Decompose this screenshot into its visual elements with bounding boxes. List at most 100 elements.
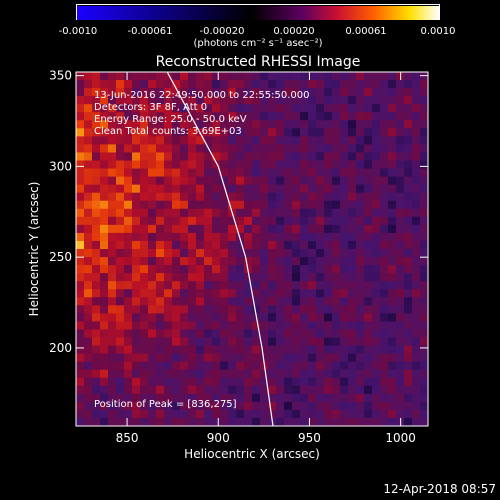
heatmap-cell [324,353,333,363]
heatmap-cell [404,208,413,218]
heatmap-cell [180,160,189,169]
heatmap-cell [140,208,149,218]
solar-limb-curve [166,71,274,427]
heatmap-cell [228,377,237,387]
heatmap-cell [260,112,269,121]
heatmap-cell [420,240,429,250]
heatmap-cell [276,96,285,105]
heatmap-cell [180,240,189,250]
heatmap-cell [372,369,381,379]
heatmap-cell [124,393,133,403]
heatmap-cell [404,281,413,290]
heatmap-cell [92,104,101,113]
heatmap-cell [348,385,357,395]
heatmap-cell [244,88,253,97]
heatmap-cell [300,192,309,202]
heatmap-cell [332,240,341,250]
heatmap-cell [76,144,85,153]
heatmap-cell [100,369,109,379]
heatmap-cell [204,112,213,121]
heatmap-cell [228,369,237,379]
heatmap-cell [284,313,293,322]
heatmap-cell [396,112,405,121]
heatmap-cell [204,96,213,105]
heatmap-cell [140,289,149,298]
heatmap-cell [188,417,197,427]
heatmap-cell [324,128,333,137]
heatmap-cell [92,313,101,322]
heatmap-cell [180,321,189,330]
heatmap-cell [156,120,165,129]
heatmap-cell [332,184,341,194]
heatmap-cell [396,128,405,137]
heatmap-cell [212,345,221,354]
heatmap-cell [284,393,293,403]
heatmap-cell [156,321,165,330]
heatmap-cell [196,257,205,266]
heatmap-cell [332,192,341,202]
heatmap-cell [412,377,421,387]
heatmap-cell [140,265,149,274]
heatmap-cell [324,216,333,226]
heatmap-cell [316,289,325,298]
heatmap-cell [148,289,157,298]
heatmap-cell [220,160,229,169]
heatmap-cell [228,257,237,266]
heatmap-cell [100,80,109,89]
heatmap-cell [236,128,245,137]
heatmap-cell [204,72,213,81]
heatmap-cell [356,393,365,403]
heatmap-cell [348,200,357,210]
heatmap-cell [148,152,157,161]
heatmap-cell [172,136,181,145]
heatmap-cell [196,377,205,387]
heatmap-cell [164,232,173,242]
heatmap-cell [164,249,173,258]
heatmap-cell [252,289,261,298]
heatmap-cell [348,224,357,234]
heatmap-cell [356,281,365,290]
heatmap-cell [76,321,85,330]
heatmap-cell [132,393,141,403]
heatmap-cell [156,168,165,177]
heatmap-cell [212,88,221,97]
heatmap-cell [380,208,389,218]
heatmap-cell [260,136,269,145]
heatmap-cell [268,200,277,210]
heatmap-cell [196,224,205,234]
heatmap-cell [404,337,413,346]
heatmap-cell [116,313,125,322]
heatmap-cell [124,240,133,250]
heatmap-cell [108,353,117,363]
heatmap-cell [356,289,365,298]
heatmap-cell [316,313,325,322]
heatmap-cell [124,297,133,306]
heatmap-cell [244,257,253,266]
heatmap-cell [228,216,237,226]
heatmap-cell [108,216,117,226]
heatmap-cell [404,72,413,81]
heatmap-cell [332,128,341,137]
heatmap-cell [324,104,333,113]
heatmap-cell [100,417,109,427]
heatmap-cell [220,385,229,395]
heatmap-cell [372,80,381,89]
heatmap-cell [132,257,141,266]
heatmap-cell [276,385,285,395]
heatmap-cell [300,128,309,137]
heatmap-cell [108,152,117,161]
heatmap-cell [180,265,189,274]
heatmap-cell [420,321,429,330]
annotation-detectors: Detectors: 3F 8F, Att 0 [94,102,207,113]
heatmap-cell [364,144,373,153]
heatmap-cell [356,321,365,330]
heatmap-cell [220,329,229,338]
heatmap-cell [220,112,229,121]
heatmap-cell [420,168,429,177]
heatmap-cell [396,168,405,177]
heatmap-cell [372,208,381,218]
heatmap-cell [396,88,405,97]
heatmap-cell [124,249,133,258]
heatmap-cell [276,72,285,81]
heatmap-cell [332,313,341,322]
